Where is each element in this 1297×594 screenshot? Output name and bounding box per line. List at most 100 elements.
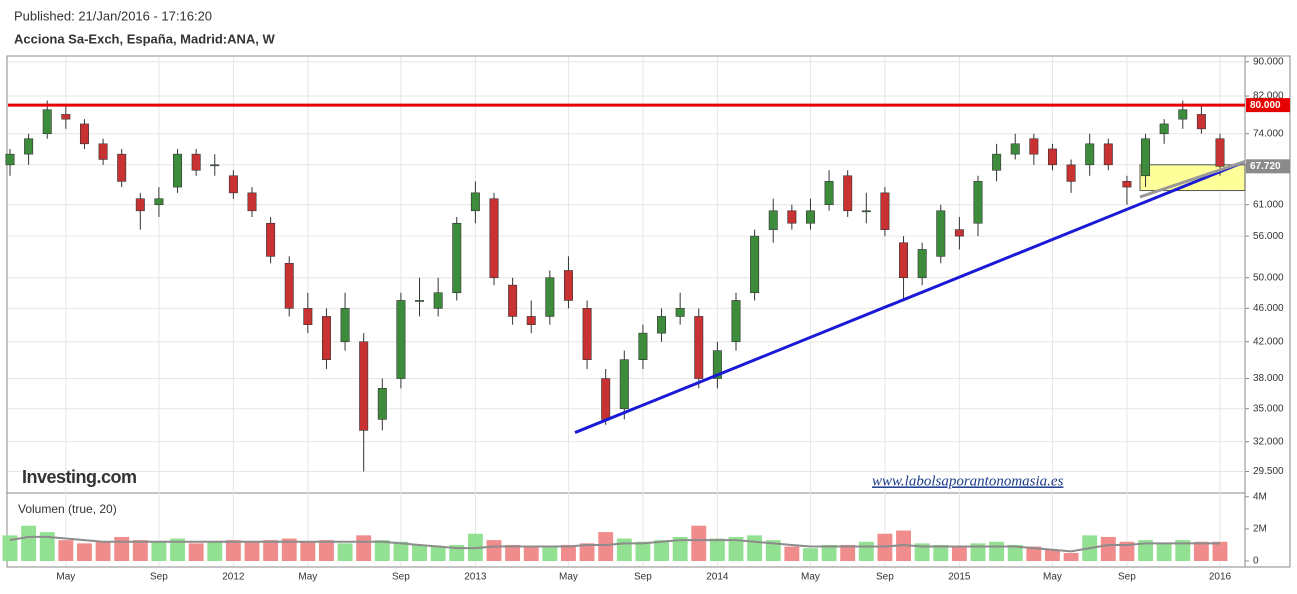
y-tick-label: 61.000 (1253, 199, 1284, 210)
volume-bar (188, 543, 204, 561)
volume-bar (1045, 549, 1060, 561)
watermark: www.labolsaporantonomasia.es (872, 473, 1064, 489)
candle-body (694, 316, 704, 379)
candle-body (750, 235, 760, 294)
candle-body (42, 109, 52, 135)
y-tick-label: 0 (1253, 556, 1259, 567)
x-tick-label: Sep (150, 572, 168, 583)
volume-bar (170, 538, 185, 561)
x-tick-label: 2012 (222, 572, 245, 583)
volume-bar (858, 541, 874, 561)
candle-body (936, 210, 946, 257)
candle-body (5, 153, 15, 166)
candle-body (433, 292, 443, 309)
candle-body (79, 123, 89, 145)
volume-bar (654, 540, 669, 561)
volume-bar (505, 544, 521, 561)
volume-bar (356, 535, 372, 561)
volume-bar (58, 540, 74, 561)
chart-title: Acciona Sa-Exch, España, Madrid:ANA, W (14, 31, 276, 46)
volume-ma (9, 535, 1220, 553)
volume-bar (430, 546, 446, 561)
y-tick-label: 4M (1253, 491, 1267, 502)
volume-bar (970, 543, 986, 561)
y-tick-label: 56.000 (1253, 231, 1284, 242)
candle-body (1029, 138, 1039, 155)
candle-body (675, 308, 685, 317)
candle-body (787, 210, 797, 224)
x-tick-label: Sep (392, 572, 410, 583)
candle-body (1215, 138, 1225, 167)
volume-bar (39, 532, 55, 561)
volume-bar (77, 543, 92, 561)
candle-body (973, 181, 983, 224)
volume-bar (374, 540, 390, 561)
volume-bar (616, 538, 632, 561)
volume-bar (635, 541, 651, 561)
candle-body (954, 229, 964, 237)
candle-body (303, 308, 313, 325)
candle-body (992, 153, 1002, 171)
volume-bar (561, 544, 576, 561)
x-tick-label: Sep (634, 572, 652, 583)
candle-body (1103, 143, 1113, 166)
candle-body (508, 284, 518, 317)
candle-body (1141, 138, 1151, 177)
x-tick-label: 2013 (464, 572, 487, 583)
volume-bar (393, 541, 409, 561)
candle-body (1178, 109, 1188, 120)
y-tick-label: 42.000 (1253, 336, 1284, 347)
candle-body (1066, 164, 1076, 182)
volume-bar (728, 536, 744, 561)
volume-bar (523, 546, 539, 561)
volume-bar (989, 541, 1005, 561)
volume-bar (486, 540, 502, 561)
candle-body (173, 153, 183, 188)
candle-body (266, 222, 276, 257)
volume-bar (21, 525, 37, 561)
volume-bar (914, 543, 930, 561)
volume-bar (412, 544, 427, 561)
candle-body (843, 175, 853, 212)
candle-body (228, 175, 238, 194)
y-tick-label: 50.000 (1253, 272, 1284, 283)
candle-body (1122, 181, 1132, 188)
candle-body (563, 270, 573, 301)
candle-body (1085, 143, 1095, 166)
volume-bar (1119, 541, 1135, 561)
volume-bar (672, 536, 688, 561)
y-tick-label: 2M (1253, 524, 1267, 535)
candle-body (117, 153, 127, 182)
candle-body (452, 222, 462, 294)
x-tick-label: Sep (1118, 572, 1136, 583)
volume-bar (542, 546, 558, 561)
volume-bar (951, 546, 967, 561)
candle-body (24, 138, 34, 155)
candle-body (489, 198, 499, 279)
candle-body (210, 164, 220, 167)
volume-bar (821, 544, 837, 561)
candle-body (526, 316, 536, 325)
candle-body (1196, 114, 1206, 130)
x-tick-label: May (298, 572, 317, 583)
candle-body (359, 341, 369, 431)
candle-body (731, 300, 741, 343)
candle-body (805, 210, 815, 224)
y-tick-label: 74.000 (1253, 128, 1284, 139)
volume-bar (933, 544, 949, 561)
candle-body (582, 308, 592, 360)
candle-body (601, 378, 611, 420)
volume-bar (691, 525, 707, 561)
candle-body (415, 300, 425, 302)
candle-body (98, 143, 108, 160)
y-tick-label: 82.000 (1253, 91, 1284, 102)
frame (6, 55, 1291, 568)
volume-bar (263, 540, 279, 561)
x-tick-label: May (1043, 572, 1062, 583)
x-tick-label: 2014 (706, 572, 729, 583)
candle-body (61, 114, 71, 120)
volume-bar (840, 544, 856, 561)
volume-bar (95, 541, 111, 561)
volume-bar (1175, 540, 1191, 561)
x-tick-label: May (56, 572, 75, 583)
